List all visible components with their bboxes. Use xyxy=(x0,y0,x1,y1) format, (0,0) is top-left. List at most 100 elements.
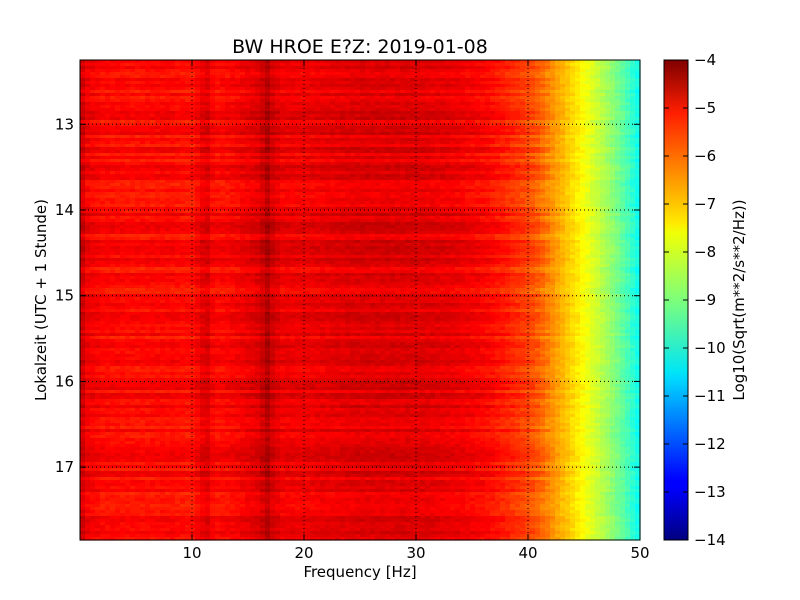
heatmap-cell xyxy=(355,81,361,85)
heatmap-cell xyxy=(430,84,436,88)
heatmap-cell xyxy=(425,63,431,67)
heatmap-cell xyxy=(280,81,286,85)
heatmap-cell xyxy=(485,84,491,88)
heatmap-cell xyxy=(295,84,301,88)
heatmap-cell xyxy=(190,78,196,82)
heatmap-cell xyxy=(310,81,316,85)
heatmap-cell xyxy=(245,87,251,91)
heatmap-cell xyxy=(530,87,536,91)
heatmap-cell xyxy=(100,63,106,67)
heatmap-cell xyxy=(180,72,186,76)
heatmap-cell xyxy=(195,87,201,91)
heatmap-cell xyxy=(220,78,226,82)
heatmap-cell xyxy=(515,81,521,85)
heatmap-cell xyxy=(225,69,231,73)
heatmap-cell xyxy=(465,69,471,73)
heatmap-cell xyxy=(185,75,191,79)
heatmap-cell xyxy=(410,93,416,97)
heatmap-cell xyxy=(270,78,276,82)
heatmap-cell xyxy=(270,63,276,67)
heatmap-cell xyxy=(560,60,566,64)
heatmap-cell xyxy=(325,66,331,70)
heatmap-cell xyxy=(540,72,546,76)
heatmap-cell xyxy=(165,81,171,85)
heatmap-cell xyxy=(300,93,306,97)
heatmap-cell xyxy=(390,93,396,97)
heatmap-cell xyxy=(270,90,276,94)
heatmap-cell xyxy=(115,78,121,82)
heatmap-cell xyxy=(360,81,366,85)
heatmap-cell xyxy=(410,84,416,88)
heatmap-cell xyxy=(150,84,156,88)
heatmap-cell xyxy=(120,78,126,82)
heatmap-cell xyxy=(295,87,301,91)
heatmap-cell xyxy=(150,81,156,85)
heatmap-cell xyxy=(435,93,441,97)
heatmap-cell xyxy=(95,63,101,67)
heatmap-cell xyxy=(580,84,586,88)
heatmap-cell xyxy=(605,84,611,88)
heatmap-cell xyxy=(310,63,316,67)
heatmap-cell xyxy=(570,90,576,94)
heatmap-cell xyxy=(125,81,131,85)
heatmap-cell xyxy=(405,78,411,82)
heatmap-cell xyxy=(490,63,496,67)
heatmap-cell xyxy=(530,63,536,67)
heatmap-cell xyxy=(185,66,191,70)
heatmap-cell xyxy=(405,87,411,91)
heatmap-cell xyxy=(235,60,241,64)
heatmap-cell xyxy=(295,69,301,73)
heatmap-cell xyxy=(520,84,526,88)
heatmap-cell xyxy=(125,75,131,79)
heatmap-cell xyxy=(110,78,116,82)
heatmap-cell xyxy=(440,66,446,70)
heatmap-cell xyxy=(210,78,216,82)
heatmap-cell xyxy=(495,72,501,76)
heatmap-cell xyxy=(145,84,151,88)
heatmap-cell xyxy=(445,93,451,97)
heatmap-cell xyxy=(225,78,231,82)
heatmap-cell xyxy=(105,75,111,79)
heatmap-cell xyxy=(465,66,471,70)
heatmap-cell xyxy=(345,81,351,85)
heatmap-cell xyxy=(595,78,601,82)
heatmap-cell xyxy=(605,81,611,85)
heatmap-cell xyxy=(310,78,316,82)
heatmap-cell xyxy=(395,66,401,70)
heatmap-cell xyxy=(575,72,581,76)
heatmap-cell xyxy=(600,69,606,73)
heatmap-cell xyxy=(620,90,626,94)
heatmap-cell xyxy=(605,75,611,79)
heatmap-cell xyxy=(140,78,146,82)
heatmap-cell xyxy=(500,75,506,79)
heatmap-cell xyxy=(205,84,211,88)
heatmap-cell xyxy=(545,63,551,67)
heatmap-cell xyxy=(255,63,261,67)
heatmap-cell xyxy=(535,63,541,67)
heatmap-cell xyxy=(95,90,101,94)
heatmap-cell xyxy=(345,72,351,76)
heatmap-cell xyxy=(610,63,616,67)
heatmap-cell xyxy=(380,81,386,85)
heatmap-cell xyxy=(505,72,511,76)
heatmap-cell xyxy=(305,78,311,82)
heatmap-cell xyxy=(380,93,386,97)
heatmap-cell xyxy=(565,87,571,91)
heatmap-cell xyxy=(175,81,181,85)
heatmap-cell xyxy=(200,60,206,64)
heatmap-cell xyxy=(130,78,136,82)
heatmap-cell xyxy=(630,66,636,70)
heatmap-cell xyxy=(365,87,371,91)
heatmap-cell xyxy=(635,75,641,79)
heatmap-cell xyxy=(185,81,191,85)
heatmap-cell xyxy=(185,78,191,82)
heatmap-cell xyxy=(115,63,121,67)
heatmap-cell xyxy=(620,66,626,70)
heatmap-cell xyxy=(570,72,576,76)
heatmap-cell xyxy=(510,93,516,97)
heatmap-cell xyxy=(340,75,346,79)
heatmap-cell xyxy=(110,69,116,73)
heatmap-cell xyxy=(625,87,631,91)
heatmap-cell xyxy=(630,90,636,94)
heatmap-cell xyxy=(145,66,151,70)
